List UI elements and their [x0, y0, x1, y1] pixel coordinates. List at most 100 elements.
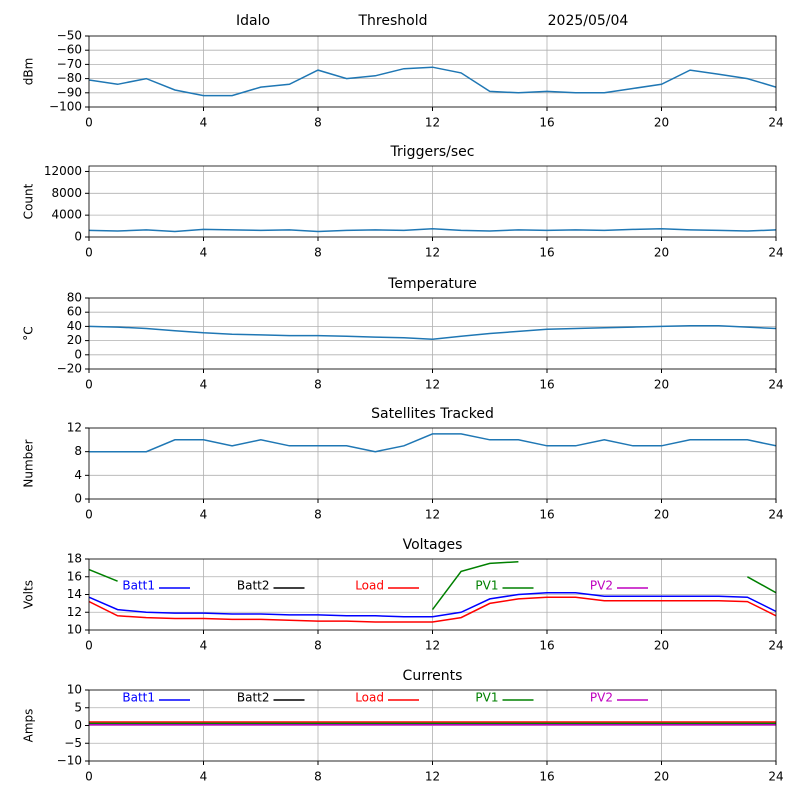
x-tick-label: 4	[200, 508, 208, 522]
chart-title: Voltages	[403, 537, 463, 553]
x-tick-label: 24	[768, 639, 783, 653]
y-tick-label: 20	[67, 333, 82, 347]
x-tick-label: 20	[654, 639, 669, 653]
x-tick-label: 20	[654, 508, 669, 522]
x-tick-label: 0	[85, 508, 93, 522]
series-line	[89, 560, 776, 611]
chart-title: Triggers/sec	[390, 144, 475, 160]
x-tick-label: 24	[768, 508, 783, 522]
chart-title: Satellites Tracked	[371, 406, 494, 422]
x-tick-label: 12	[425, 508, 440, 522]
y-tick-label: 12	[67, 421, 82, 435]
plot-area	[89, 66, 776, 97]
y-axis-label: Amps	[22, 709, 36, 743]
y-tick-label: 0	[74, 347, 82, 361]
y-tick-label: 5	[74, 700, 82, 714]
x-tick-label: 4	[200, 770, 208, 784]
series-line	[89, 591, 776, 618]
x-tick-label: 8	[314, 770, 322, 784]
legend-label: PV2	[590, 691, 613, 705]
series-line	[89, 596, 776, 623]
x-tick-label: 12	[425, 770, 440, 784]
y-tick-label: 0	[74, 230, 82, 244]
y-tick-label: 16	[67, 569, 82, 583]
x-tick-label: 8	[314, 116, 322, 130]
plot-area	[89, 721, 776, 726]
y-tick-label: 8000	[51, 186, 82, 200]
x-tick-label: 20	[654, 770, 669, 784]
axes-frame	[88, 35, 777, 108]
y-tick-label: −70	[57, 57, 82, 71]
y-tick-label: 10	[67, 683, 82, 697]
y-tick-label: −80	[57, 71, 82, 85]
x-tick-label: 0	[85, 639, 93, 653]
y-tick-label: 4	[74, 468, 82, 482]
legend-label: Batt1	[122, 691, 155, 705]
x-tick-label: 12	[425, 639, 440, 653]
x-tick-label: 12	[425, 246, 440, 260]
series-line	[89, 66, 776, 97]
y-tick-label: 80	[67, 291, 82, 305]
series-line	[89, 228, 776, 233]
y-tick-label: −50	[57, 29, 82, 43]
chart-title: 2025/05/04	[548, 13, 629, 29]
x-tick-label: 4	[200, 639, 208, 653]
y-tick-label: 8	[74, 444, 82, 458]
x-tick-label: 4	[200, 246, 208, 260]
x-tick-label: 0	[85, 378, 93, 392]
x-tick-label: 20	[654, 116, 669, 130]
y-tick-label: 12000	[44, 164, 82, 178]
legend-label: PV1	[475, 691, 498, 705]
y-tick-label: 40	[67, 319, 82, 333]
y-tick-label: 10	[67, 623, 82, 637]
y-tick-label: −90	[57, 85, 82, 99]
axes-frame	[88, 165, 777, 238]
x-tick-label: 24	[768, 116, 783, 130]
x-tick-label: 8	[314, 378, 322, 392]
y-axis-label: Volts	[22, 580, 36, 609]
x-tick-label: 16	[539, 116, 554, 130]
y-tick-label: −100	[49, 100, 82, 114]
x-tick-label: 4	[200, 116, 208, 130]
y-tick-label: −20	[57, 362, 82, 376]
plot-area	[89, 433, 776, 453]
axes-frame	[88, 427, 777, 500]
x-tick-label: 8	[314, 508, 322, 522]
y-tick-label: 0	[74, 718, 82, 732]
series-line	[89, 433, 776, 453]
y-tick-label: 12	[67, 605, 82, 619]
y-tick-label: 0	[74, 492, 82, 506]
legend-label: Batt1	[122, 579, 155, 593]
y-axis-label: Number	[22, 439, 36, 487]
x-tick-label: 4	[200, 378, 208, 392]
axes-frame	[88, 297, 777, 370]
y-tick-label: 4000	[51, 208, 82, 222]
plot-area	[89, 560, 776, 623]
x-tick-label: 0	[85, 246, 93, 260]
x-tick-label: 20	[654, 378, 669, 392]
plot-area	[89, 228, 776, 233]
series-line	[89, 324, 776, 340]
legend-label: Load	[355, 691, 384, 705]
x-tick-label: 24	[768, 378, 783, 392]
y-tick-label: −60	[57, 43, 82, 57]
plot-area	[89, 324, 776, 340]
legend-label: Batt2	[237, 579, 270, 593]
y-tick-label: 14	[67, 587, 82, 601]
legend-label: PV1	[475, 579, 498, 593]
y-tick-label: −10	[57, 754, 82, 768]
axes-frame	[88, 558, 777, 631]
axes-frame	[88, 689, 777, 762]
chart-title: Threshold	[358, 13, 428, 29]
y-axis-label: dBm	[22, 58, 36, 86]
x-tick-label: 16	[539, 246, 554, 260]
y-tick-label: 18	[67, 552, 82, 566]
chart-title: Currents	[403, 668, 463, 684]
x-tick-label: 12	[425, 378, 440, 392]
legend-label: PV2	[590, 579, 613, 593]
x-tick-label: 12	[425, 116, 440, 130]
x-tick-label: 8	[314, 246, 322, 260]
x-tick-label: 8	[314, 639, 322, 653]
legend-label: Batt2	[237, 691, 270, 705]
